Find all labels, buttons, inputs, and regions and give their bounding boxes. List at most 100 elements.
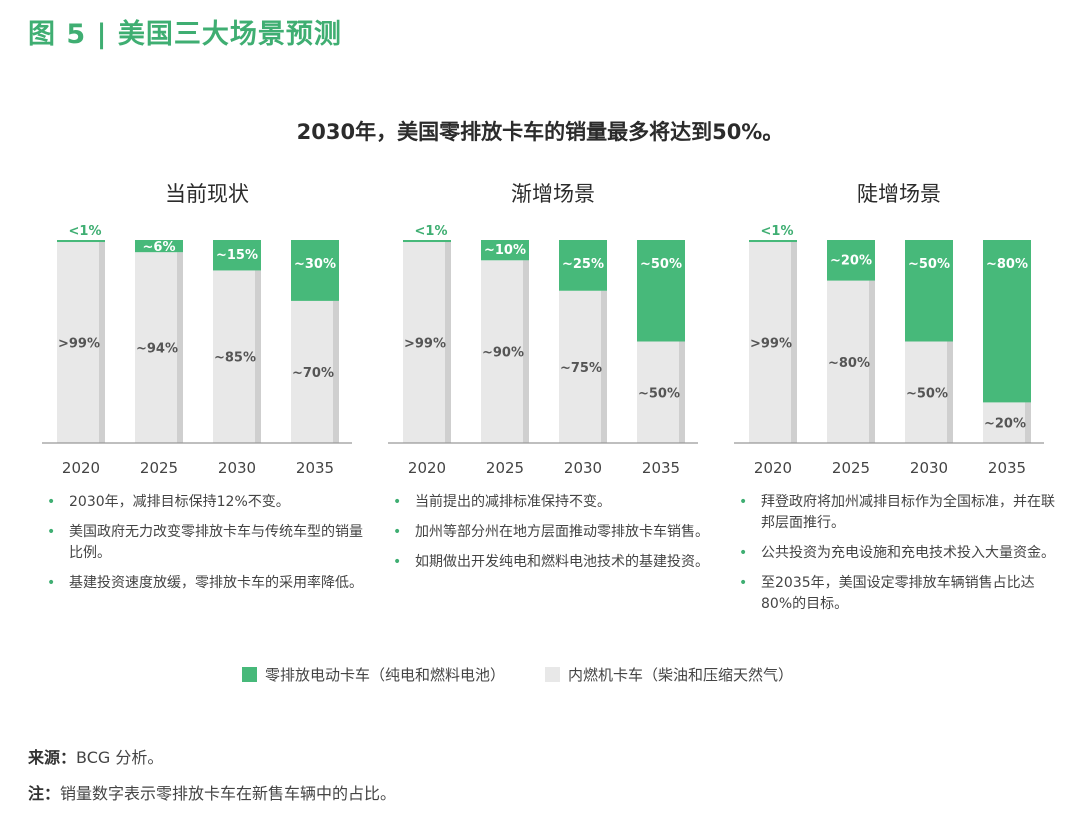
bullet-dot: • bbox=[739, 575, 748, 591]
panel-title: 陡增场景 bbox=[857, 182, 941, 206]
bullet-item: • 如期做出开发纯电和燃料电池技术的基建投资。 bbox=[388, 552, 718, 573]
bar-ice bbox=[291, 300, 339, 443]
bar-ice-shade bbox=[177, 252, 183, 443]
data-label-ice: ~94% bbox=[136, 342, 178, 357]
data-label-zev: <1% bbox=[415, 224, 448, 239]
data-label-zev: ~20% bbox=[830, 253, 872, 268]
bar-ice bbox=[213, 270, 261, 443]
bar-ice bbox=[749, 242, 797, 443]
bar-ice-shade bbox=[1025, 402, 1031, 443]
data-label-ice: ~70% bbox=[292, 366, 334, 381]
bar-zev bbox=[403, 240, 451, 243]
bar-group bbox=[559, 240, 607, 443]
bar-zev bbox=[983, 240, 1031, 403]
bar-ice bbox=[559, 290, 607, 443]
bullet-text: 至2035年，美国设定零排放车辆销售占比达80%的目标。 bbox=[761, 575, 1035, 612]
bar-ice bbox=[905, 341, 953, 443]
bar-ice bbox=[135, 252, 183, 443]
bullet-text: 2030年，减排目标保持12%不变。 bbox=[69, 494, 290, 510]
x-tick-label: 2030 bbox=[218, 459, 256, 477]
bar-ice bbox=[57, 242, 105, 443]
bar-ice-shade bbox=[947, 341, 953, 443]
bullet-item: • 至2035年，美国设定零排放车辆销售占比达80%的目标。 bbox=[734, 573, 1064, 615]
chart-current: <1% >99% 2020 ~6% ~94% 2025 ~15% ~85% 2030 ~30% ~7… bbox=[42, 224, 352, 477]
bar-zev bbox=[481, 240, 529, 261]
data-label-zev: ~50% bbox=[640, 257, 682, 272]
bar-group bbox=[291, 240, 339, 443]
bullet-dot: • bbox=[739, 545, 748, 561]
bar-ice-shade bbox=[791, 242, 797, 443]
x-tick-label: 2030 bbox=[564, 459, 602, 477]
bullet-item: • 公共投资为充电设施和充电技术投入大量资金。 bbox=[734, 543, 1064, 564]
bullet-dot: • bbox=[393, 494, 402, 510]
bullet-text: 公共投资为充电设施和充电技术投入大量资金。 bbox=[761, 545, 1055, 561]
panel-title: 渐增场景 bbox=[511, 182, 595, 206]
bar-ice-shade bbox=[445, 242, 451, 443]
x-tick-label: 2025 bbox=[140, 459, 178, 477]
data-label-ice: ~20% bbox=[984, 417, 1026, 432]
legend-swatch-ice bbox=[545, 667, 561, 682]
bullet-dot: • bbox=[739, 494, 748, 510]
data-label-zev: ~10% bbox=[484, 243, 526, 258]
legend-swatch-zev bbox=[242, 667, 257, 682]
bar-group bbox=[905, 240, 953, 443]
bar-zev bbox=[827, 240, 875, 281]
bullet-dot: • bbox=[393, 554, 402, 570]
data-label-zev: <1% bbox=[761, 224, 794, 239]
bar-group bbox=[749, 240, 797, 443]
note: 注：销量数字表示零排放卡车在新售车辆中的占比。 bbox=[28, 780, 396, 804]
legend-label-ice: 内燃机卡车（柴油和压缩天然气） bbox=[568, 666, 794, 684]
bullet-item: • 基建投资速度放缓，零排放卡车的采用率降低。 bbox=[42, 573, 372, 594]
legend-item-zev: 零排放电动卡车（纯电和燃料电池） bbox=[242, 664, 505, 685]
bullet-text: 加州等部分州在地方层面推动零排放卡车销售。 bbox=[415, 524, 709, 540]
data-label-ice: ~85% bbox=[214, 351, 256, 366]
bar-zev bbox=[135, 240, 183, 253]
bar-ice bbox=[827, 280, 875, 443]
bar-zev bbox=[291, 240, 339, 301]
bar-ice-shade bbox=[601, 290, 607, 443]
bullet-text: 当前提出的减排标准保持不变。 bbox=[415, 494, 611, 510]
data-label-zev: ~15% bbox=[216, 248, 258, 263]
legend: 零排放电动卡车（纯电和燃料电池） 内燃机卡车（柴油和压缩天然气） bbox=[242, 664, 833, 685]
bar-zev bbox=[749, 240, 797, 243]
note-text: 销量数字表示零排放卡车在新售车辆中的占比。 bbox=[60, 784, 397, 803]
bullet-list: • 2030年，减排目标保持12%不变。 • 美国政府无力改变零排放卡车与传统车型的销… bbox=[42, 492, 372, 603]
x-tick-label: 2020 bbox=[62, 459, 100, 477]
x-tick-label: 2030 bbox=[910, 459, 948, 477]
panel-gradual: 渐增场景 <1% >99% 2020 ~10% ~90% 2025 ~25% ~75% 2030… bbox=[388, 170, 718, 650]
bullet-dot: • bbox=[47, 524, 56, 540]
bar-ice bbox=[481, 260, 529, 443]
data-label-zev: ~6% bbox=[143, 240, 176, 255]
bar-zev bbox=[213, 240, 261, 271]
bar-group bbox=[213, 240, 261, 443]
data-label-zev: ~50% bbox=[908, 257, 950, 272]
bullet-dot: • bbox=[47, 575, 56, 591]
data-label-ice: ~80% bbox=[828, 356, 870, 371]
bullet-text: 美国政府无力改变零排放卡车与传统车型的销量比例。 bbox=[69, 524, 363, 561]
bar-group bbox=[135, 240, 183, 443]
bar-ice-shade bbox=[869, 280, 875, 443]
panel-current: 当前现状 <1% >99% 2020 ~6% ~94% 2025 ~15% ~85% 2030 ~… bbox=[42, 170, 372, 650]
bar-ice bbox=[403, 242, 451, 443]
bar-group bbox=[827, 240, 875, 443]
bar-ice-shade bbox=[333, 300, 339, 443]
x-tick-label: 2025 bbox=[832, 459, 870, 477]
data-label-ice: ~75% bbox=[560, 361, 602, 376]
bar-group bbox=[403, 240, 451, 443]
data-label-ice: >99% bbox=[58, 337, 100, 352]
bullet-text: 基建投资速度放缓，零排放卡车的采用率降低。 bbox=[69, 575, 363, 591]
data-label-ice: >99% bbox=[750, 337, 792, 352]
source-label: 来源： bbox=[28, 748, 77, 767]
bar-zev bbox=[905, 240, 953, 342]
panel-steep: 陡增场景 <1% >99% 2020 ~20% ~80% 2025 ~50% ~50% 2030… bbox=[734, 170, 1064, 650]
bar-ice-shade bbox=[679, 341, 685, 443]
legend-label-zev: 零排放电动卡车（纯电和燃料电池） bbox=[265, 666, 506, 684]
note-label: 注： bbox=[28, 784, 61, 803]
bar-zev bbox=[57, 240, 105, 243]
bar-ice-shade bbox=[523, 260, 529, 443]
bullet-item: • 加州等部分州在地方层面推动零排放卡车销售。 bbox=[388, 522, 718, 543]
bullet-dot: • bbox=[393, 524, 402, 540]
legend-item-ice: 内燃机卡车（柴油和压缩天然气） bbox=[545, 664, 793, 685]
bar-ice bbox=[637, 341, 685, 443]
source-note: 来源：BCG 分析。 bbox=[28, 744, 163, 768]
